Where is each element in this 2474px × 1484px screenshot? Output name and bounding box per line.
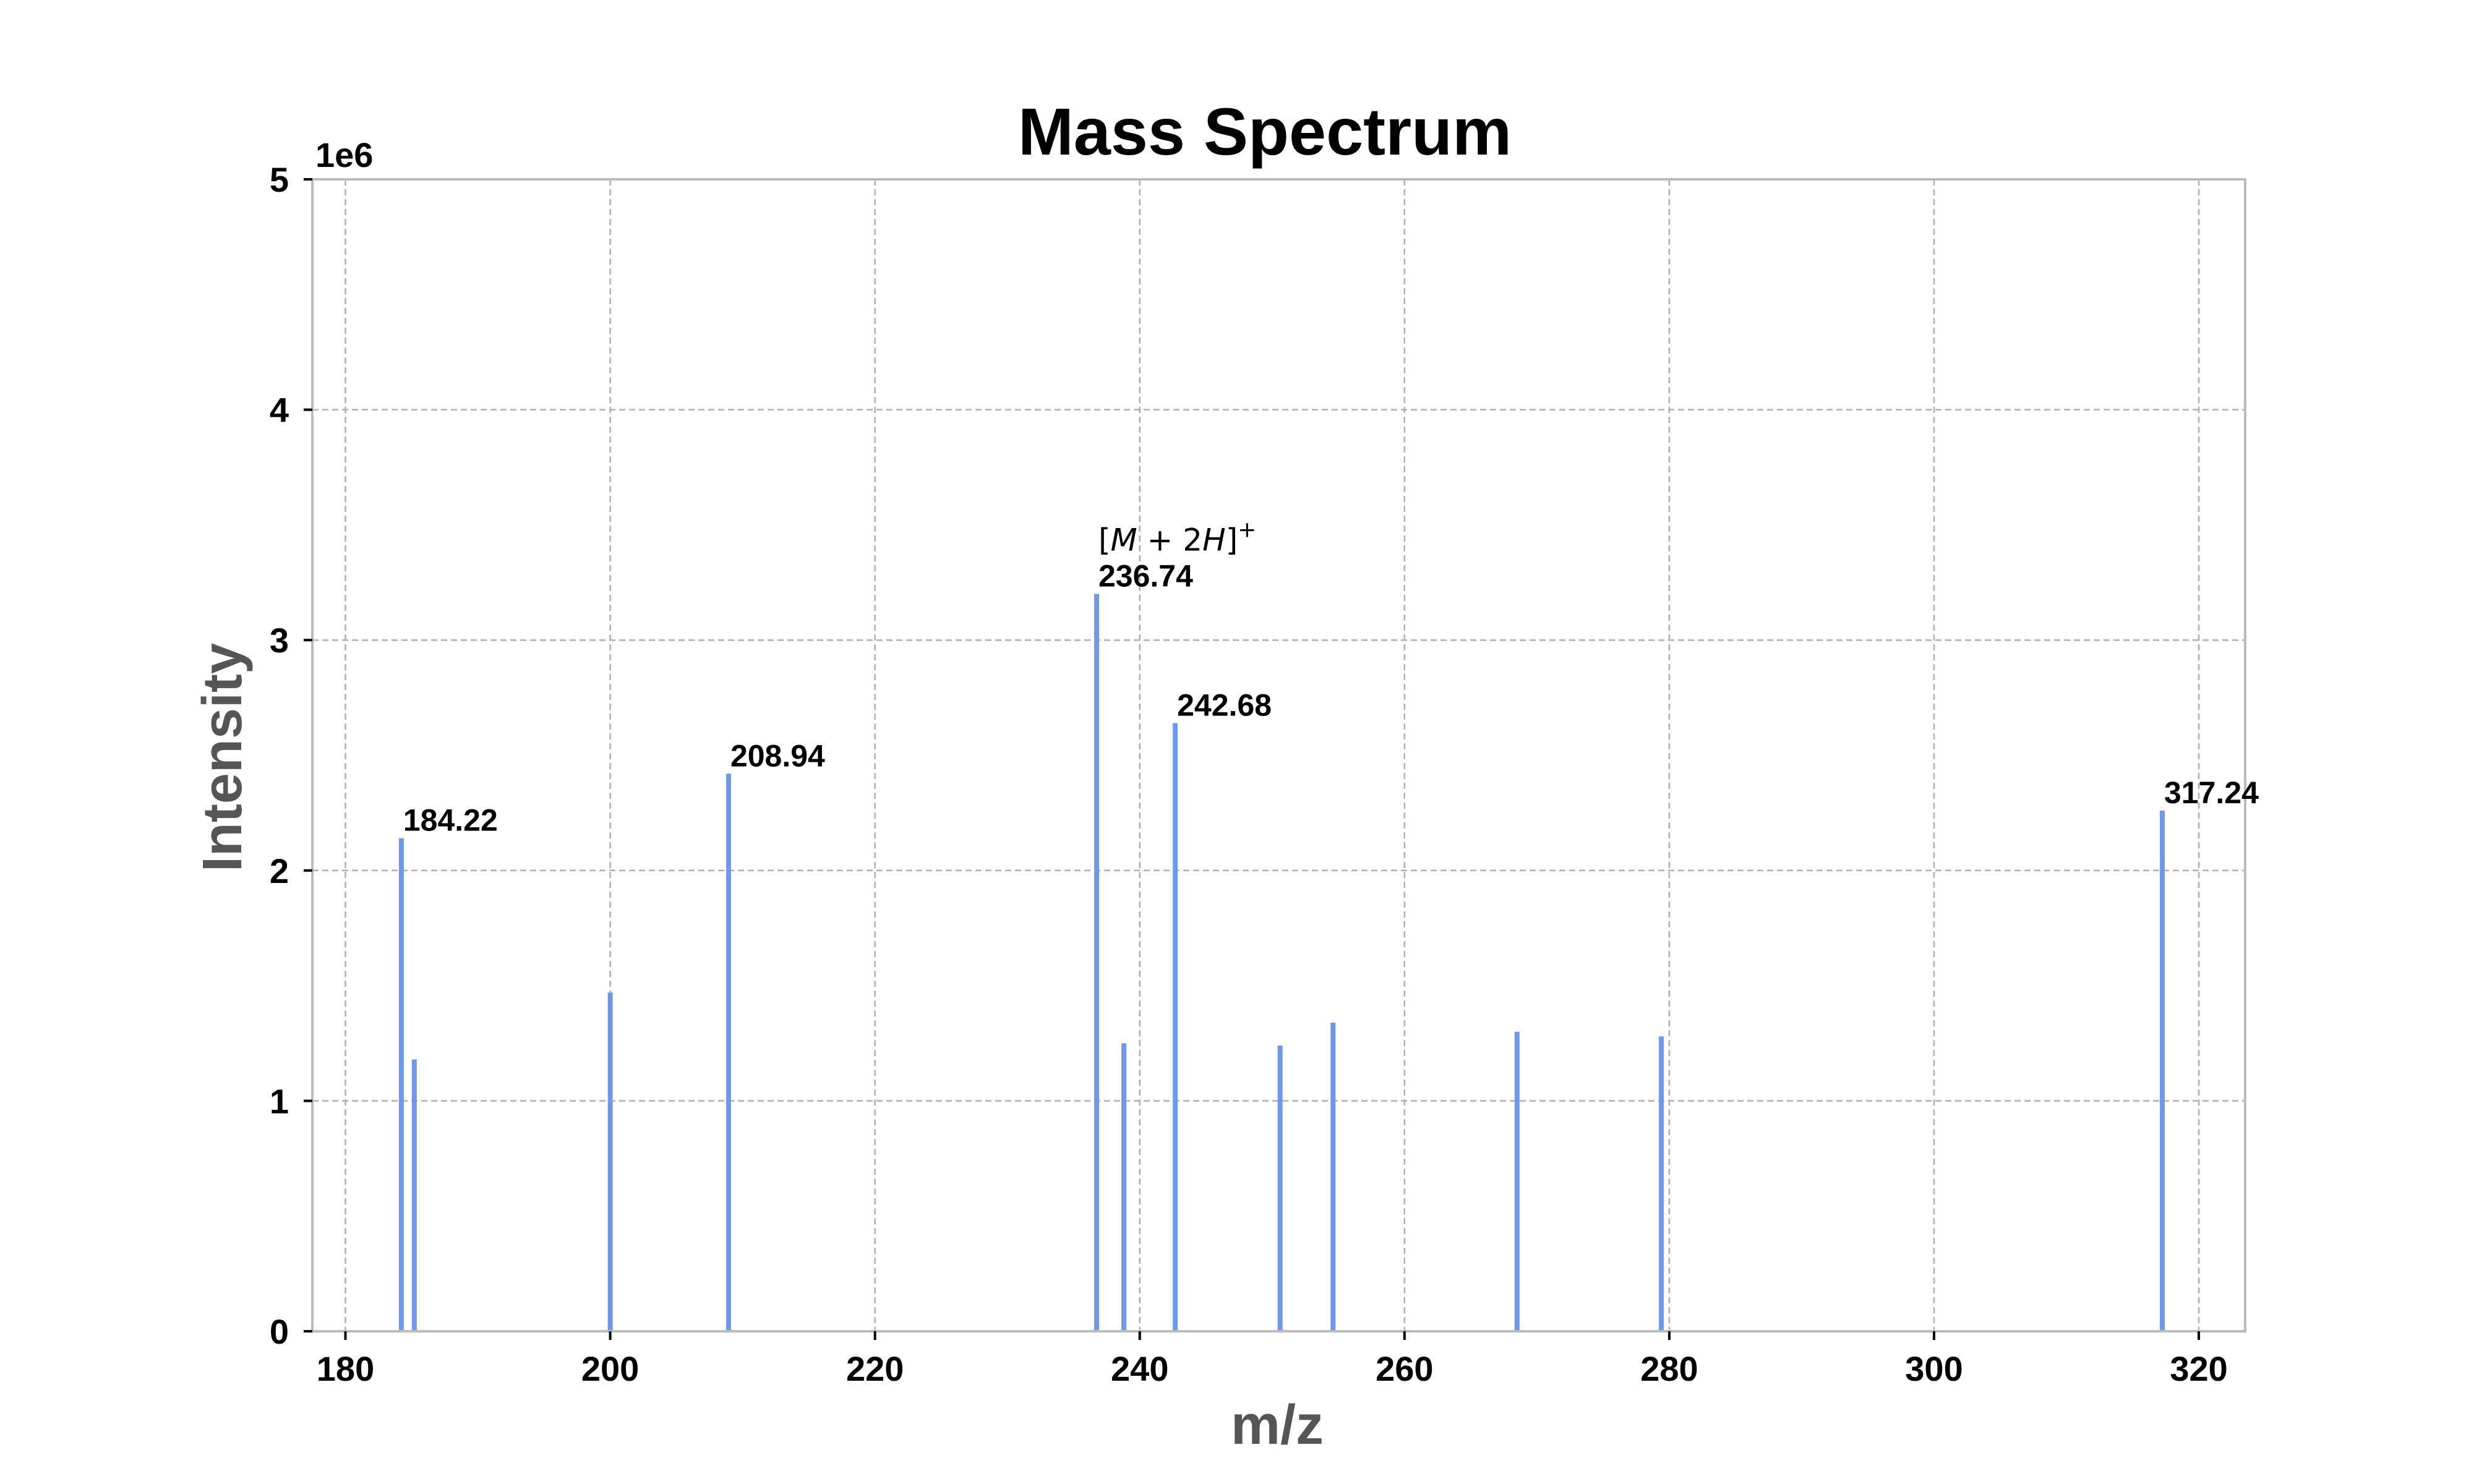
peak-labels: 184.22 208.94 236.74[M + 2H]+ 242.68 317.24	[403, 518, 2259, 838]
y-tick-label: 4	[270, 391, 289, 430]
x-tick-label: 240	[1111, 1349, 1168, 1388]
peak-label: 317.24	[2164, 775, 2259, 810]
y-tick-label: 5	[270, 160, 289, 199]
peaks	[398, 594, 2165, 1331]
x-tick-label: 280	[1640, 1349, 1698, 1388]
y-axis-label: Intensity	[192, 643, 254, 872]
x-axis-label: m/z	[1231, 1394, 1324, 1456]
peak-label: 208.94	[730, 738, 825, 773]
x-tick-label: 300	[1905, 1349, 1963, 1388]
axis-ticks: 180 200 220 240 260 280 300 320 0 1 2 3 4 5	[270, 160, 2228, 1388]
x-tick-label: 320	[2170, 1349, 2227, 1388]
peak-label: 184.22	[403, 803, 498, 838]
y-tick-label: 1	[270, 1081, 289, 1120]
y-tick-label: 0	[270, 1312, 289, 1351]
x-tick-label: 200	[581, 1349, 639, 1388]
y-tick-label: 3	[270, 621, 289, 660]
peak-label: 242.68	[1177, 688, 1272, 722]
peak-label: 236.74	[1098, 559, 1193, 594]
x-tick-label: 180	[317, 1349, 374, 1388]
x-tick-label: 260	[1376, 1349, 1433, 1388]
x-tick-label: 220	[846, 1349, 904, 1388]
peak-annotation: [M + 2H]+	[1098, 518, 1256, 558]
y-axis-offset-label: 1e6	[315, 135, 373, 174]
plot-area-frame	[311, 178, 2246, 1333]
chart-title: Mass Spectrum	[1018, 94, 1512, 169]
y-tick-label: 2	[270, 851, 289, 890]
